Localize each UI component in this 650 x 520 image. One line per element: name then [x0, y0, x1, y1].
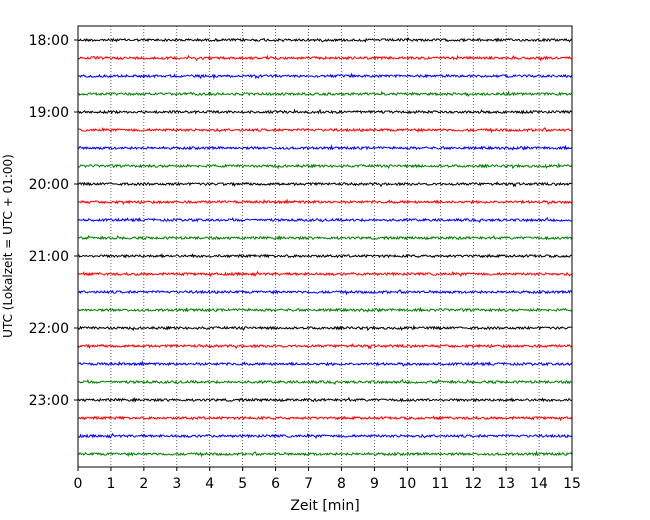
- trace-2045: [77, 234, 573, 241]
- x-tick-label-10: 10: [398, 476, 416, 492]
- y-tick-label-18:00: 18:00: [29, 33, 69, 49]
- trace-1830: [77, 72, 573, 80]
- x-axis-label: Zeit [min]: [290, 498, 359, 514]
- trace-2345: [77, 449, 573, 458]
- y-tick-label-23:00: 23:00: [29, 393, 69, 409]
- y-tick-label-22:00: 22:00: [29, 321, 69, 337]
- trace-2245: [77, 378, 573, 386]
- trace-2115: [77, 270, 573, 278]
- trace-2300: [77, 396, 573, 403]
- x-tick-label-9: 9: [370, 476, 379, 492]
- trace-2015: [77, 198, 573, 206]
- x-tick-label-5: 5: [238, 476, 247, 492]
- x-tick-label-6: 6: [271, 476, 280, 492]
- x-tick-label-15: 15: [563, 476, 581, 492]
- trace-1945: [77, 162, 573, 170]
- trace-2215: [77, 343, 573, 350]
- trace-1800: [77, 36, 573, 43]
- x-tick-label-4: 4: [205, 476, 214, 492]
- x-tick-label-8: 8: [337, 476, 346, 492]
- trace-2000: [77, 181, 573, 188]
- y-axis-label: UTC (Lokalzeit = UTC + 01:00): [1, 154, 15, 338]
- trace-2145: [77, 306, 573, 313]
- trace-1930: [77, 143, 573, 151]
- x-tick-label-11: 11: [431, 476, 449, 492]
- trace-1815: [77, 54, 573, 62]
- x-tick-label-7: 7: [304, 476, 313, 492]
- x-tick-label-2: 2: [139, 476, 148, 492]
- trace-2130: [77, 289, 573, 296]
- x-tick-label-12: 12: [464, 476, 482, 492]
- x-tick-label-0: 0: [74, 476, 83, 492]
- trace-2230: [77, 360, 573, 367]
- trace-2200: [77, 324, 573, 332]
- plot-frame: [77, 25, 573, 468]
- trace-2315: [77, 415, 573, 422]
- trace-1845: [77, 90, 573, 97]
- x-tick-label-1: 1: [106, 476, 115, 492]
- y-tick-label-20:00: 20:00: [29, 177, 69, 193]
- x-axis: 0 1 2 3 4 5 6 7 8 9 10 11 12 13 14 15: [74, 467, 581, 492]
- trace-1915: [77, 126, 573, 134]
- trace-1900: [77, 108, 573, 115]
- x-tick-label-3: 3: [172, 476, 181, 492]
- trace-2330: [77, 432, 573, 440]
- y-tick-label-21:00: 21:00: [29, 249, 69, 265]
- trace-2030: [77, 216, 573, 224]
- y-tick-label-19:00: 19:00: [29, 105, 69, 121]
- seismic-traces: [77, 36, 573, 458]
- y-axis: 18:00 19:00 20:00 21:00 22:00 23:00: [29, 33, 78, 409]
- trace-2100: [77, 252, 573, 259]
- x-tick-label-14: 14: [530, 476, 548, 492]
- x-tick-label-13: 13: [497, 476, 515, 492]
